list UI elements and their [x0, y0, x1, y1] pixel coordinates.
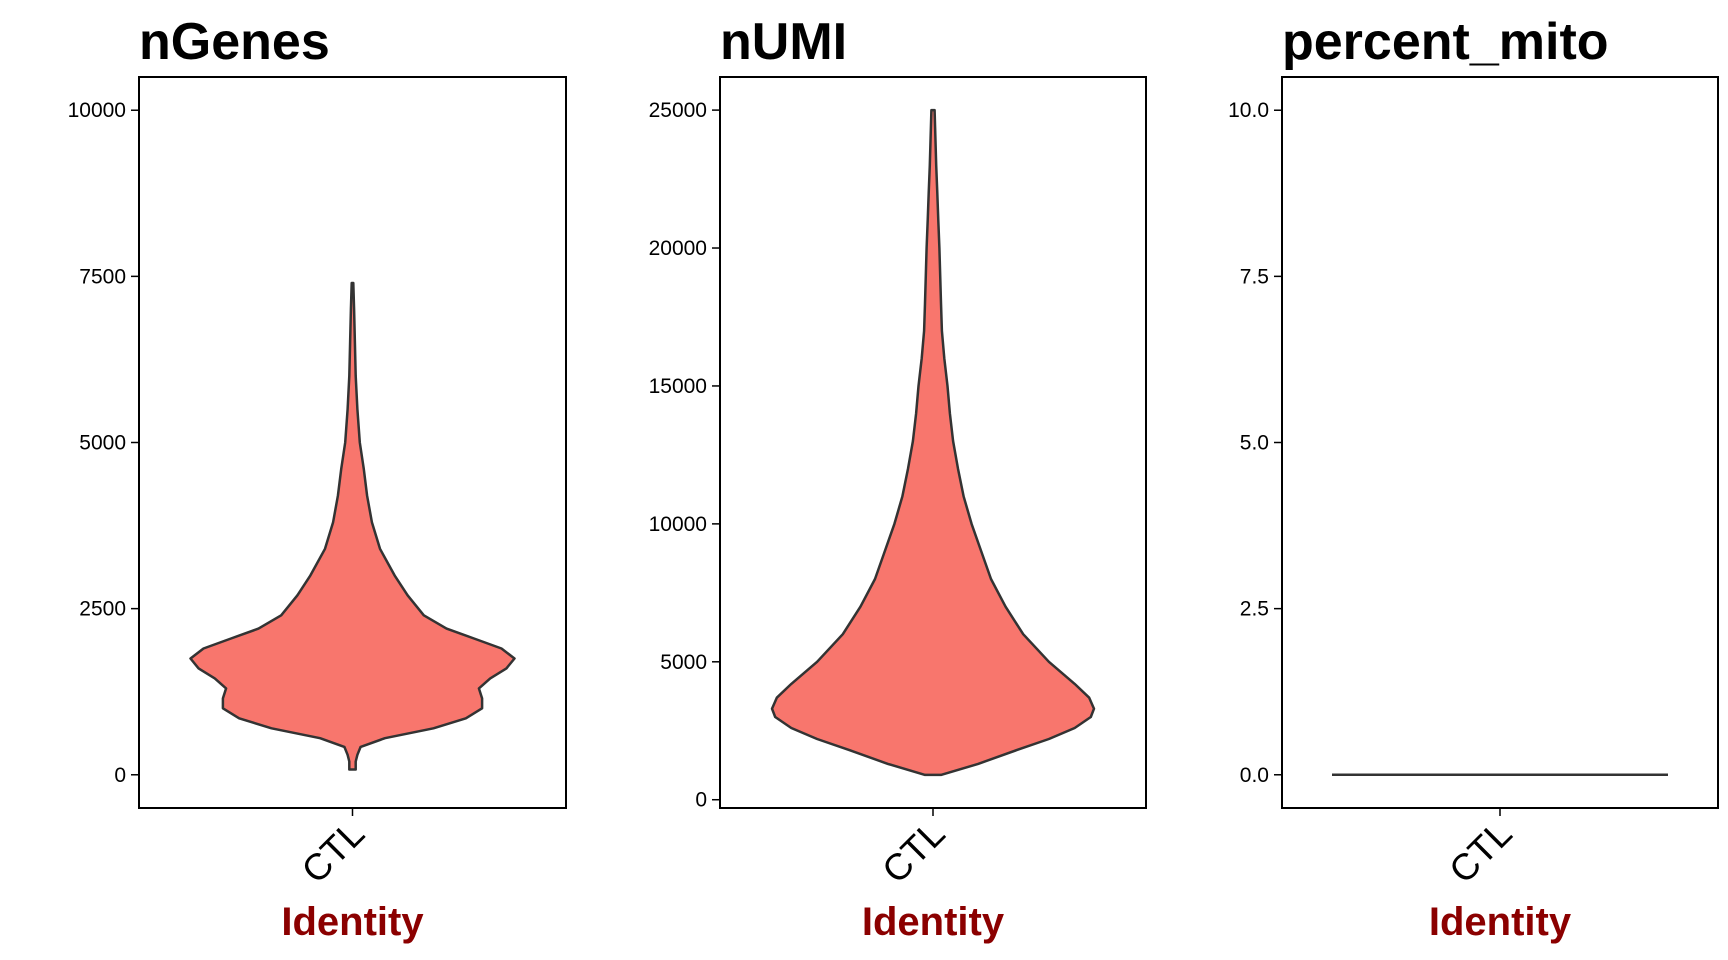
y-tick-label: 5000 [79, 432, 126, 455]
y-tick-label: 2.5 [1240, 598, 1269, 621]
y-tick-label: 5.0 [1240, 432, 1269, 455]
y-tick-label: 7500 [79, 265, 126, 288]
y-tick-label: 0.0 [1240, 764, 1269, 787]
violin-shape-ctl [770, 108, 1096, 777]
violin-shape-ctl [189, 281, 516, 771]
x-axis-label: Identity [281, 900, 424, 944]
panel-nUMI: nUMI 0 5000 10000 15000 20000 25000 CTL Identity [649, 13, 1147, 944]
y-tick-label: 7.5 [1240, 265, 1269, 288]
x-tick-label: CTL [874, 813, 952, 891]
plot-frame [1281, 76, 1719, 809]
panel-title: nUMI [720, 13, 847, 71]
y-tick-label: 10000 [68, 99, 126, 122]
x-tick-label: CTL [294, 813, 372, 891]
panel-title: percent_mito [1282, 13, 1609, 71]
y-tick-label: 0 [114, 764, 126, 787]
y-tick-label: 2500 [79, 598, 126, 621]
y-tick-label: 25000 [649, 99, 707, 122]
y-tick-label: 20000 [649, 237, 707, 260]
x-axis-label: Identity [862, 900, 1005, 944]
panel-title: nGenes [139, 13, 330, 71]
y-tick-label: 15000 [649, 375, 707, 398]
y-tick-label: 10.0 [1228, 99, 1269, 122]
x-tick-label: CTL [1441, 813, 1519, 891]
y-tick-label: 5000 [660, 651, 707, 674]
x-axis-label: Identity [1429, 900, 1572, 944]
panel-percent-mito: percent_mito 0.0 2.5 5.0 7.5 10.0 CTL Identity [1228, 13, 1719, 944]
y-tick-label: 10000 [649, 513, 707, 536]
panel-nGenes: nGenes 0 2500 5000 7500 10000 CTL Identity [68, 13, 567, 944]
y-tick-label: 0 [695, 789, 707, 812]
